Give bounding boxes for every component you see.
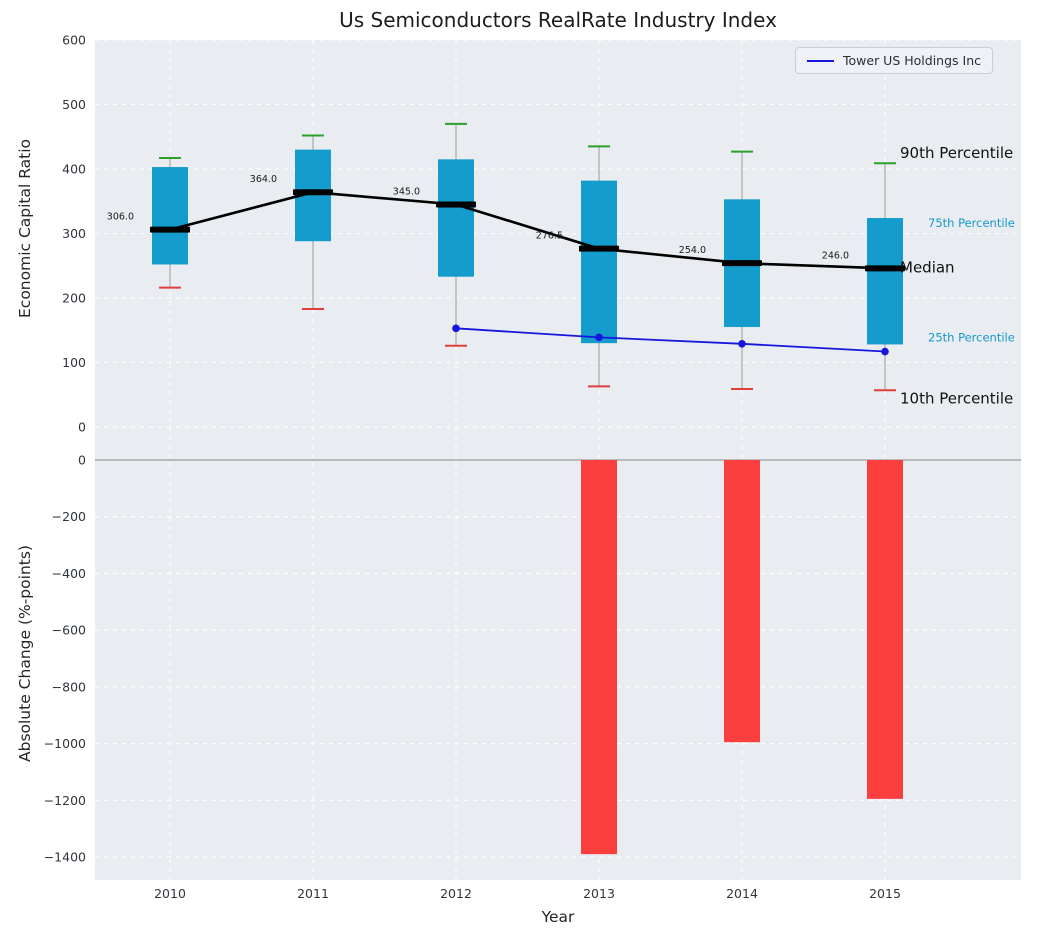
- legend: Tower US Holdings Inc: [795, 47, 993, 74]
- median-marker-2011: [293, 189, 333, 196]
- top-y-tick-label: 200: [62, 291, 86, 306]
- bottom-y-tick-label: −200: [52, 509, 86, 524]
- tower-point: [738, 339, 746, 348]
- median-value-label-2014: 254.0: [679, 245, 706, 256]
- chart-title: Us Semiconductors RealRate Industry Inde…: [339, 8, 777, 32]
- median-marker-2015: [865, 265, 905, 272]
- top-y-tick-label: 0: [78, 420, 86, 435]
- iqr-box-2012: [438, 159, 474, 277]
- x-axis-label: Year: [541, 908, 575, 926]
- x-tick-label: 2011: [297, 886, 329, 901]
- iqr-box-2013: [581, 180, 617, 344]
- median-marker-2010: [150, 226, 190, 233]
- annotation-25th-percentile: 25th Percentile: [928, 331, 1015, 345]
- top-y-tick-label: 400: [62, 162, 86, 177]
- tower-point: [452, 324, 460, 333]
- median-line: [169, 190, 886, 270]
- bottom-y-tick-label: −1200: [44, 793, 86, 808]
- bottom-y-axis-label: Absolute Change (%-points): [16, 545, 34, 762]
- median-value-label-2013: 276.5: [536, 231, 563, 242]
- iqr-box-2015: [867, 218, 903, 345]
- change-bar-2013: [581, 460, 617, 855]
- x-tick-label: 2015: [869, 886, 901, 901]
- median-marker-2012: [436, 201, 476, 208]
- median-value-label-2010: 306.0: [107, 212, 134, 223]
- top-y-tick-label: 600: [62, 33, 86, 48]
- top-y-axis-label: Economic Capital Ratio: [16, 138, 34, 318]
- tower-point: [595, 333, 603, 342]
- bottom-y-tick-label: 0: [78, 453, 86, 468]
- top-y-tick-label: 500: [62, 97, 86, 112]
- bottom-y-tick-label: −1000: [44, 736, 86, 751]
- annotation-10th-percentile: 10th Percentile: [900, 390, 1013, 408]
- bottom-y-tick-label: −600: [52, 623, 86, 638]
- legend-line-sample: [807, 59, 834, 62]
- bottom-y-tick-label: −400: [52, 566, 86, 581]
- x-tick-label: 2012: [440, 886, 472, 901]
- bottom-y-tick-label: −800: [52, 679, 86, 694]
- annotation-90th-percentile: 90th Percentile: [900, 144, 1013, 162]
- x-tick-label: 2014: [726, 886, 758, 901]
- bottom-y-tick-label: −1400: [44, 850, 86, 865]
- annotation-median: Median: [900, 259, 955, 277]
- median-marker-2013: [579, 245, 619, 252]
- x-tick-label: 2013: [583, 886, 615, 901]
- median-value-label-2012: 345.0: [393, 186, 420, 197]
- iqr-box-2010: [152, 167, 188, 265]
- median-value-label-2011: 364.0: [250, 174, 277, 185]
- change-bar-2015: [867, 460, 903, 799]
- top-y-tick-label: 100: [62, 355, 86, 370]
- change-bar-2014: [724, 460, 760, 743]
- legend-label: Tower US Holdings Inc: [843, 53, 981, 68]
- median-marker-2014: [722, 260, 762, 267]
- median-value-label-2015: 246.0: [822, 250, 849, 261]
- x-tick-label: 2010: [154, 886, 186, 901]
- top-y-tick-label: 300: [62, 226, 86, 241]
- annotation-75th-percentile: 75th Percentile: [928, 216, 1015, 230]
- tower-point: [881, 347, 889, 356]
- tower-line: [455, 327, 886, 353]
